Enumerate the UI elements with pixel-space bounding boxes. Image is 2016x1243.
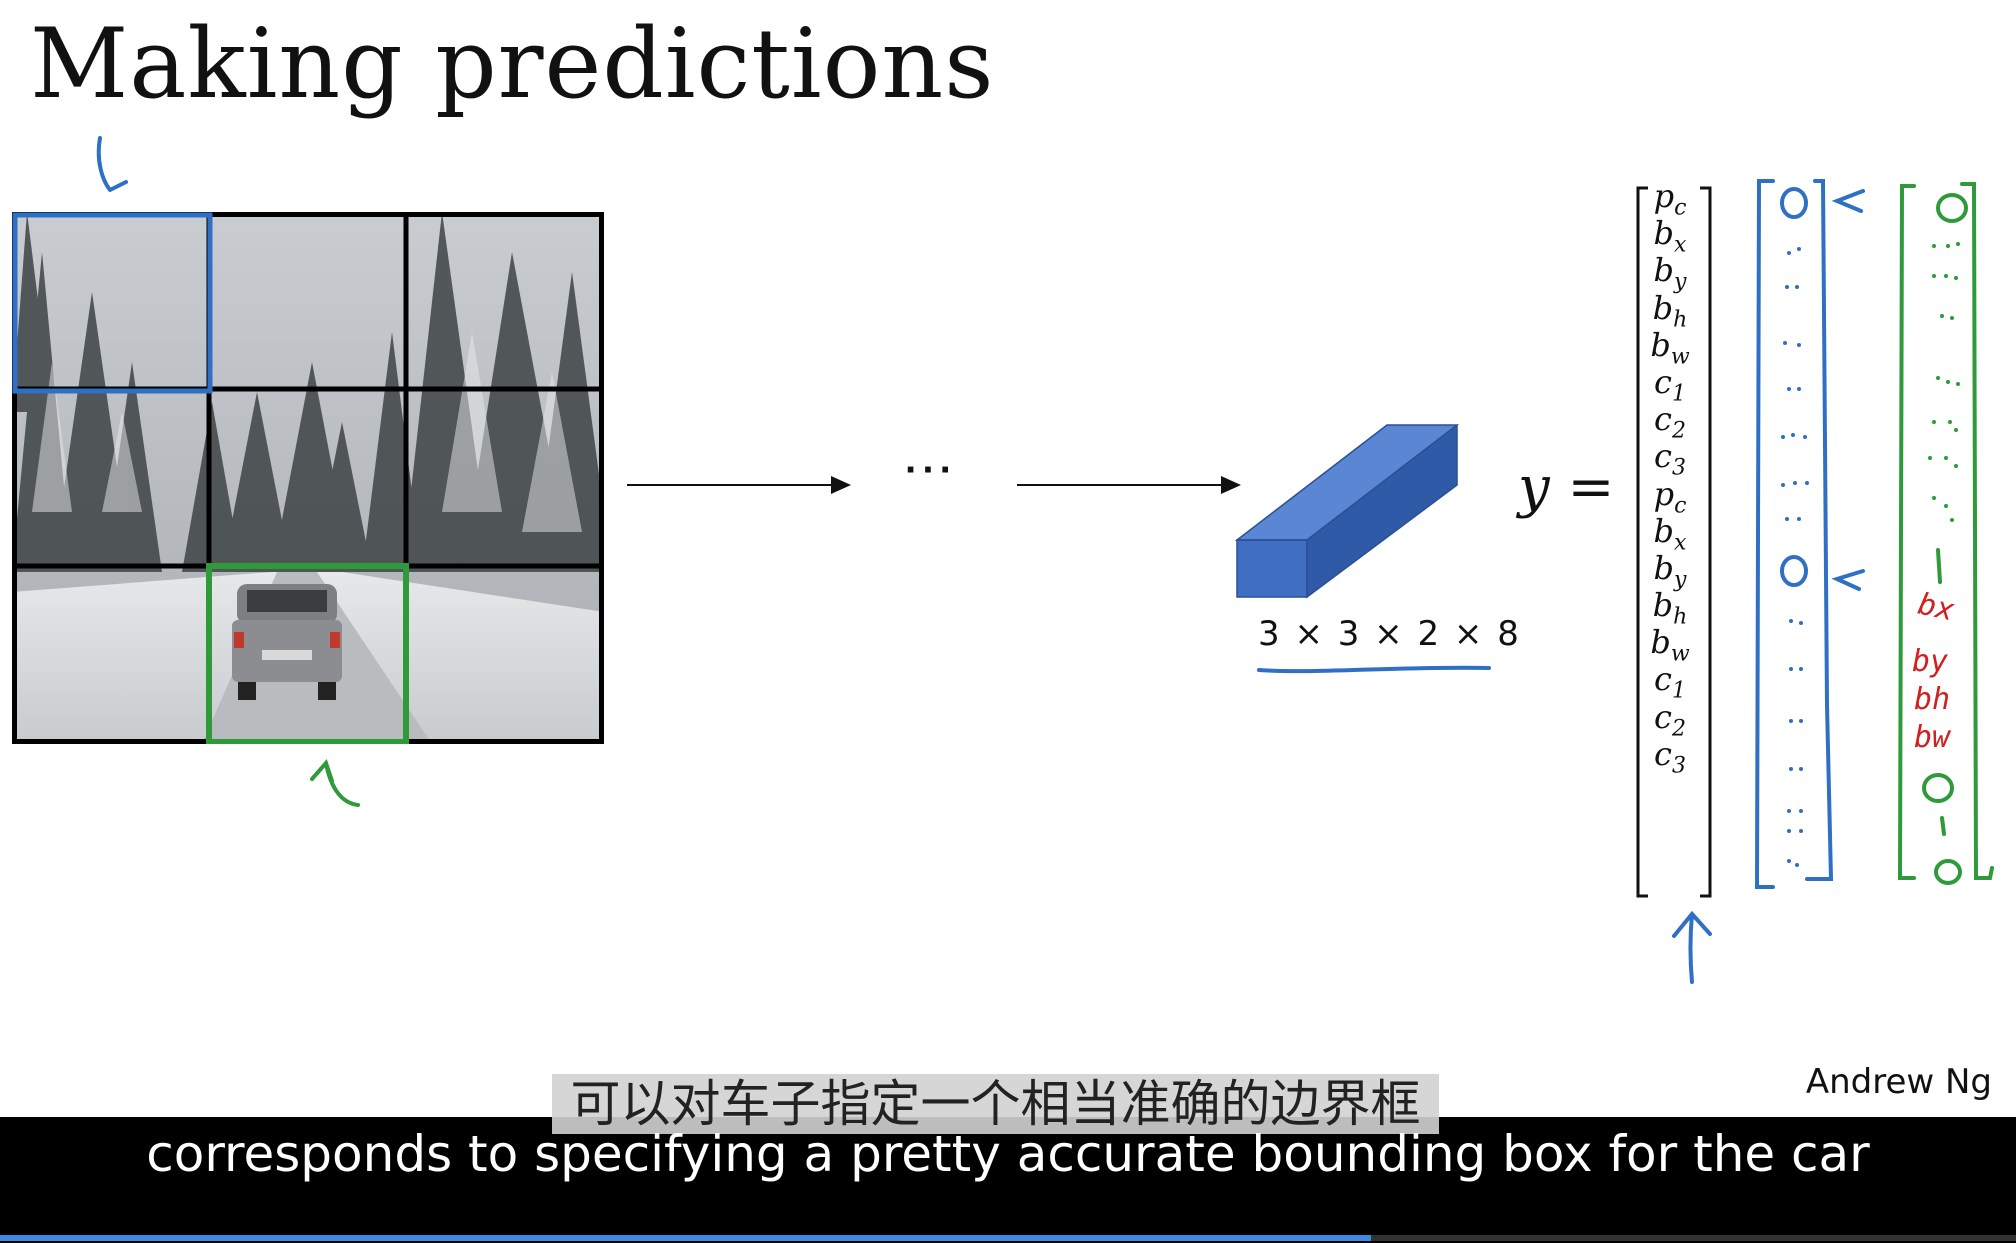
vector-entry: c3 (1654, 734, 1686, 779)
underline-mark (1257, 665, 1491, 674)
video-progress-bar[interactable] (0, 1235, 2016, 1241)
vector-entry: bh (1652, 288, 1688, 332)
grid-image (12, 212, 604, 744)
vector-entry: bx (1653, 511, 1687, 556)
matrix-bracket-left (1636, 186, 1648, 898)
blue-hand-arrow-icon (96, 136, 128, 192)
video-progress-fill (0, 1235, 1371, 1241)
vector-entry: bw (1650, 325, 1690, 370)
vector-entry: bx (1653, 214, 1687, 258)
red-handwritten-bw: bw (1914, 720, 1951, 755)
vector-entry: c1 (1654, 362, 1686, 407)
red-handwritten-by: by (1912, 644, 1949, 679)
ellipsis: ··· (905, 448, 957, 492)
vector-entry: by (1653, 251, 1687, 295)
car (232, 584, 342, 700)
matrix-bracket-right (1700, 186, 1712, 898)
author-credit: Andrew Ng (1805, 1062, 1992, 1102)
red-handwritten-bx: bx (1914, 586, 1958, 629)
vector-entry: c1 (1654, 660, 1686, 704)
y-equals-label: y = (1518, 455, 1615, 520)
vector-entry: bw (1650, 623, 1690, 667)
output-dims-label: 3 × 3 × 2 × 8 (1258, 614, 1521, 654)
blue-up-arrow-icon (1672, 910, 1712, 984)
subtitle-chinese: 可以对车子指定一个相当准确的边界框 (552, 1074, 1439, 1134)
label-vector: pc bx by bh bw c1 c2 c3 pc bx by bh bw c1 c2 c3 (1640, 177, 1700, 779)
highlight-cell-green (206, 563, 409, 744)
vector-entry: c2 (1654, 697, 1686, 742)
blue-handwritten-vector (1754, 179, 1865, 889)
vector-entry: pc (1653, 177, 1687, 221)
vector-entry: bh (1652, 586, 1688, 630)
vector-entry: by (1653, 548, 1687, 593)
vector-entry: c3 (1654, 437, 1686, 481)
green-handwritten-vector (1897, 182, 1994, 885)
caption-bar (0, 1117, 2016, 1243)
vector-entry: c2 (1654, 400, 1686, 444)
red-handwritten-bh: bh (1914, 682, 1951, 717)
vector-entry: pc (1653, 474, 1687, 518)
highlight-cell-blue (12, 212, 213, 394)
green-hand-arrow-icon (310, 759, 360, 807)
subtitle-english: corresponds to specifying a pretty accur… (146, 1125, 1870, 1183)
arrow-right-icon (627, 476, 851, 494)
arrow-right-icon-2 (1017, 476, 1241, 494)
output-volume-cube (1234, 424, 1460, 599)
slide-title: Making predictions (30, 8, 995, 120)
